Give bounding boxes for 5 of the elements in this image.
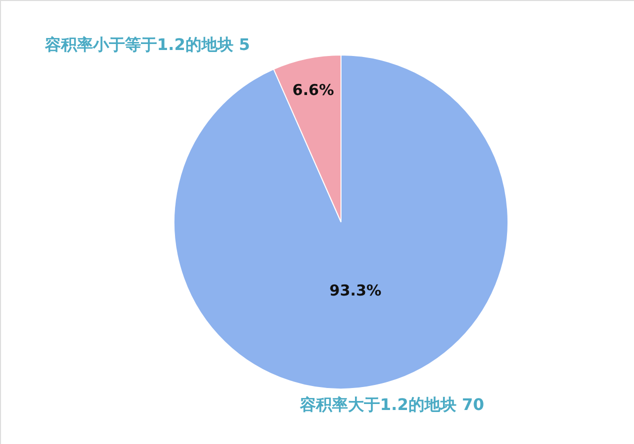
pie-slice [174, 54, 508, 390]
slice-label: 容积率小于等于1.2的地块 5 [44, 35, 250, 54]
data-label: 6.6% [292, 80, 334, 99]
slice-label: 容积率大于1.2的地块 70 [299, 395, 484, 414]
data-label: 93.3% [329, 282, 382, 300]
